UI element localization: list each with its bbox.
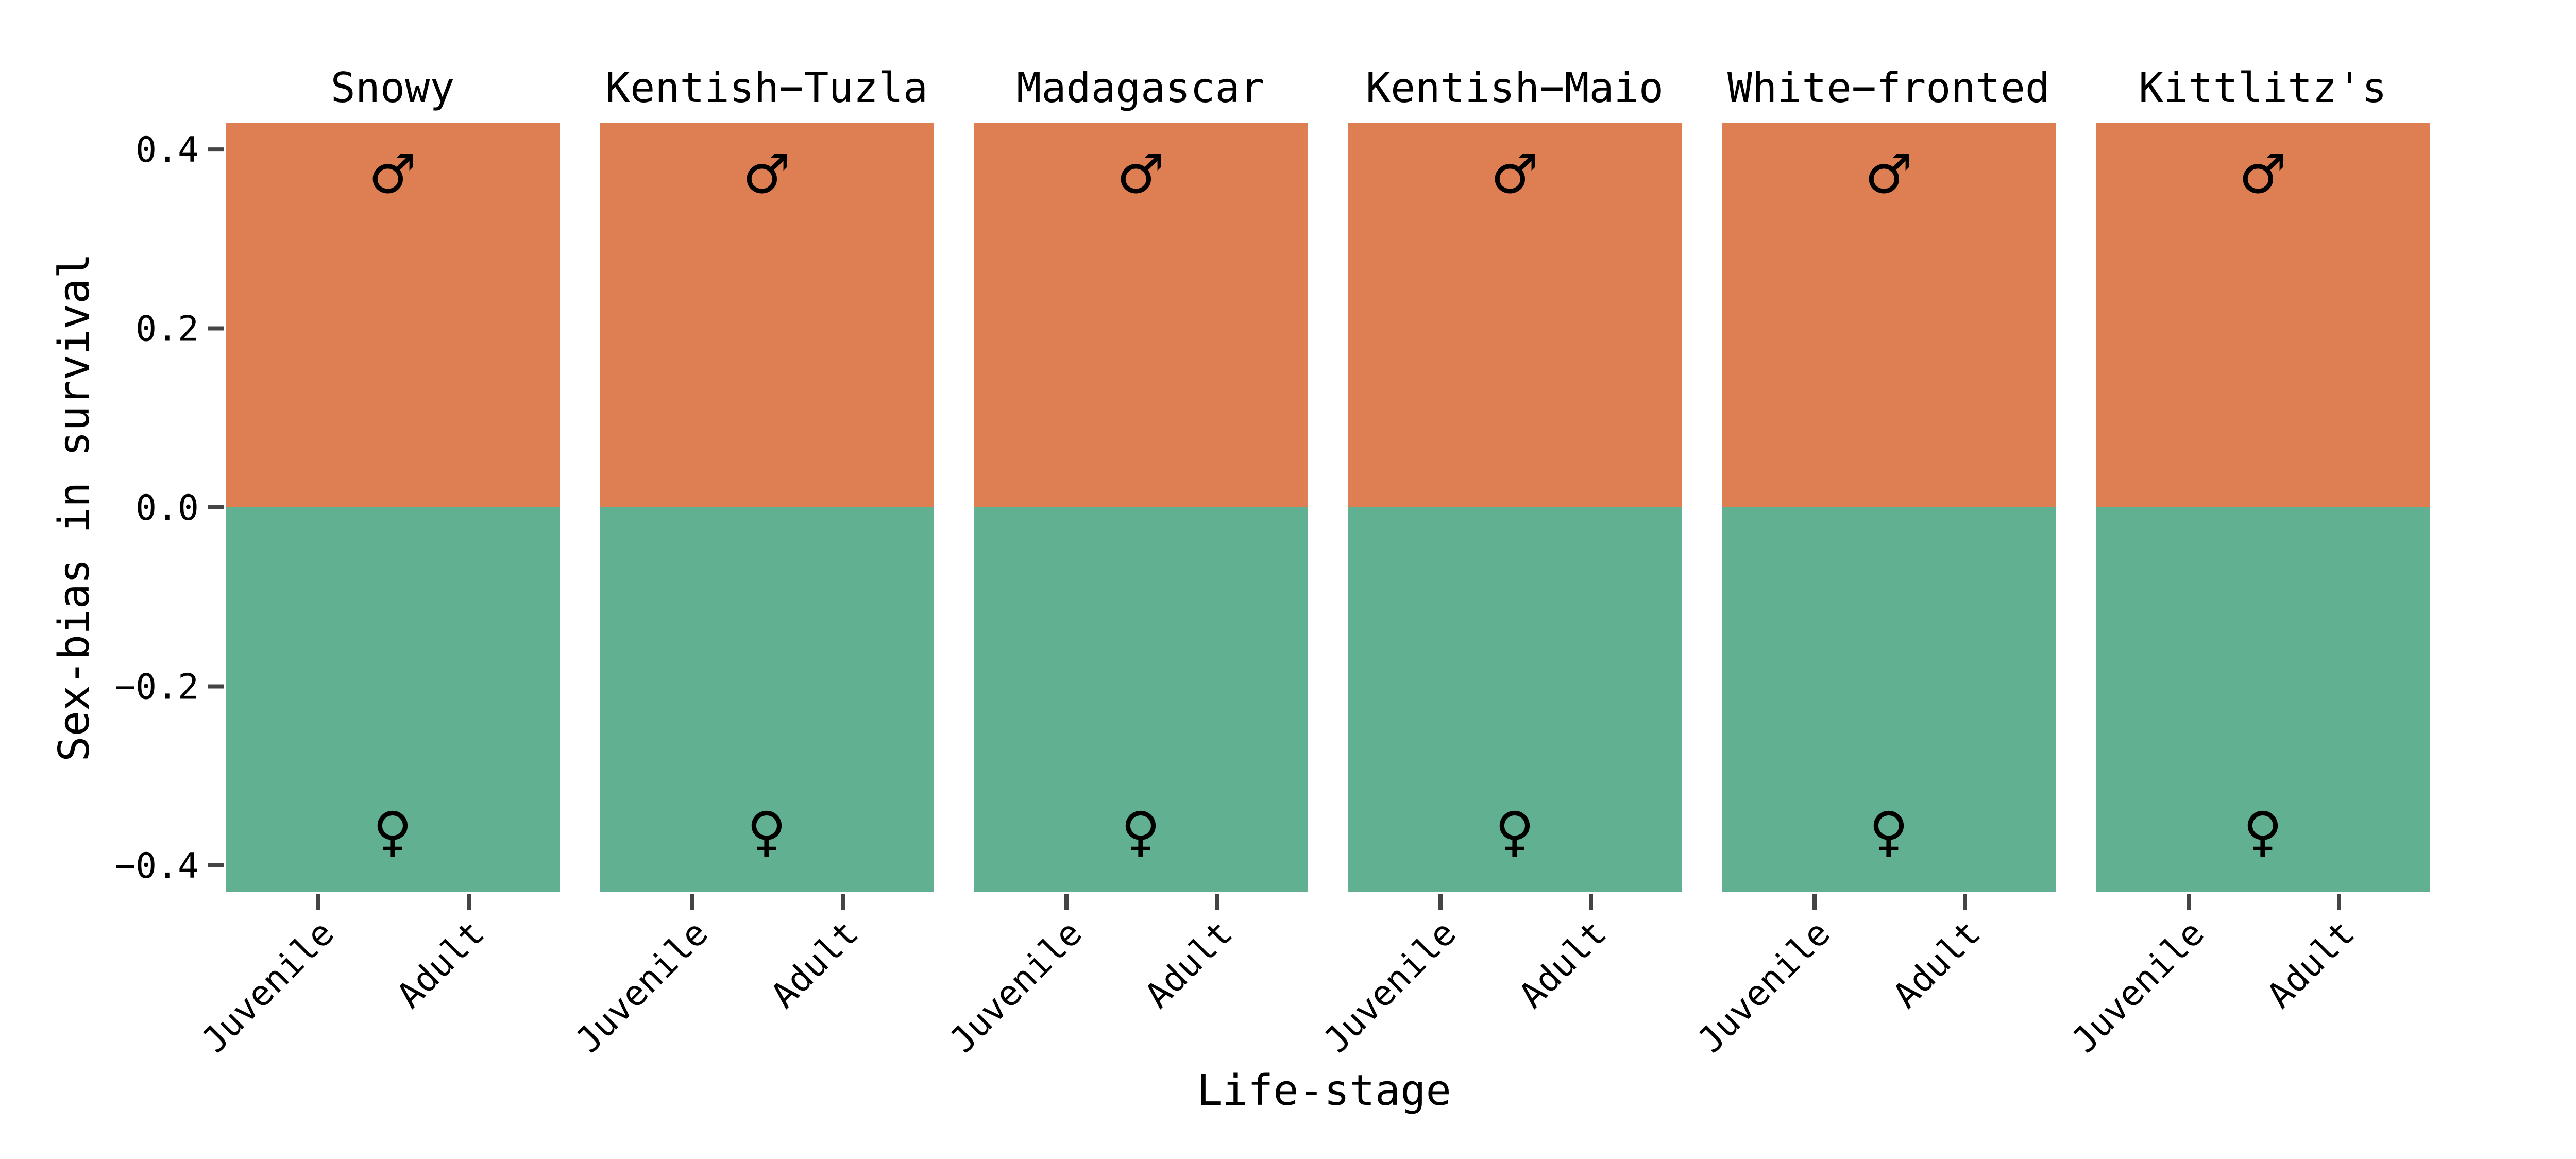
panel-snowy: Snowy ♂ ♀ Juvenile Adult (194, 64, 560, 1061)
female-bias-region (600, 507, 934, 892)
panel-title: White−fronted (1727, 64, 2050, 112)
male-bias-region (600, 123, 934, 507)
male-symbol: ♂ (368, 143, 416, 206)
y-tick-label-3: −0.2 (114, 667, 199, 707)
female-bias-region (226, 507, 560, 892)
female-symbol: ♀ (1121, 800, 1160, 863)
x-tick-label-juvenile: Juvenile (194, 913, 342, 1061)
x-tick-label-juvenile: Juvenile (568, 913, 716, 1061)
female-symbol: ♀ (747, 800, 786, 863)
x-tick-label-adult: Adult (1885, 913, 1989, 1016)
x-tick-label-juvenile: Juvenile (2064, 913, 2212, 1061)
male-symbol: ♂ (742, 143, 790, 206)
x-tick-label-adult: Adult (389, 913, 493, 1016)
male-bias-region (974, 123, 1308, 507)
x-tick-label-juvenile: Juvenile (942, 913, 1090, 1061)
female-bias-region (2096, 507, 2430, 892)
panel-kittlitz-s: Kittlitz's ♂ ♀ Juvenile Adult (2064, 64, 2430, 1061)
male-symbol: ♂ (1490, 143, 1538, 206)
x-tick-label-juvenile: Juvenile (1316, 913, 1464, 1061)
male-symbol: ♂ (2239, 143, 2286, 206)
x-tick-label-adult: Adult (1511, 913, 1615, 1016)
x-axis-title: Life-stage (1197, 1066, 1451, 1115)
female-symbol: ♀ (373, 800, 412, 863)
male-symbol: ♂ (1116, 143, 1164, 206)
panel-madagascar: Madagascar ♂ ♀ Juvenile Adult (942, 64, 1308, 1061)
panel-kentish-maio: Kentish−Maio ♂ ♀ Juvenile Adult (1316, 64, 1682, 1061)
male-symbol: ♂ (1865, 143, 1912, 206)
panel-title: Kittlitz's (2139, 64, 2387, 112)
y-tick-label-0: 0.4 (135, 130, 199, 171)
female-symbol: ♀ (1495, 800, 1534, 863)
female-bias-region (1348, 507, 1682, 892)
panels-group: Snowy ♂ ♀ Juvenile Adult Kentish−Tuzla ♂ ♀ Juven… (194, 64, 2430, 1061)
male-bias-region (1348, 123, 1682, 507)
female-symbol: ♀ (2243, 800, 2282, 863)
female-bias-region (974, 507, 1308, 892)
male-bias-region (1722, 123, 2056, 507)
panel-white-fronted: White−fronted ♂ ♀ Juvenile Adult (1690, 64, 2056, 1061)
y-tick-label-4: −0.4 (114, 846, 199, 887)
panel-title: Madagascar (1016, 64, 1265, 112)
male-bias-region (2096, 123, 2430, 507)
male-bias-region (226, 123, 560, 507)
panel-kentish-tuzla: Kentish−Tuzla ♂ ♀ Juvenile Adult (568, 64, 934, 1061)
x-tick-label-juvenile: Juvenile (1690, 913, 1838, 1061)
panel-title: Kentish−Maio (1366, 64, 1664, 112)
y-tick-label-2: 0.0 (135, 488, 199, 529)
x-tick-label-adult: Adult (1137, 913, 1241, 1016)
y-tick-label-1: 0.2 (135, 309, 199, 350)
panel-title: Kentish−Tuzla (605, 64, 928, 112)
y-axis: 0.4 0.2 0.0 −0.2 −0.4 (114, 130, 224, 887)
y-axis-title: Sex-bias in survival (50, 253, 99, 761)
x-tick-label-adult: Adult (2259, 913, 2363, 1016)
female-bias-region (1722, 507, 2056, 892)
panel-title: Snowy (331, 64, 455, 112)
x-tick-label-adult: Adult (763, 913, 867, 1016)
female-symbol: ♀ (1869, 800, 1908, 863)
